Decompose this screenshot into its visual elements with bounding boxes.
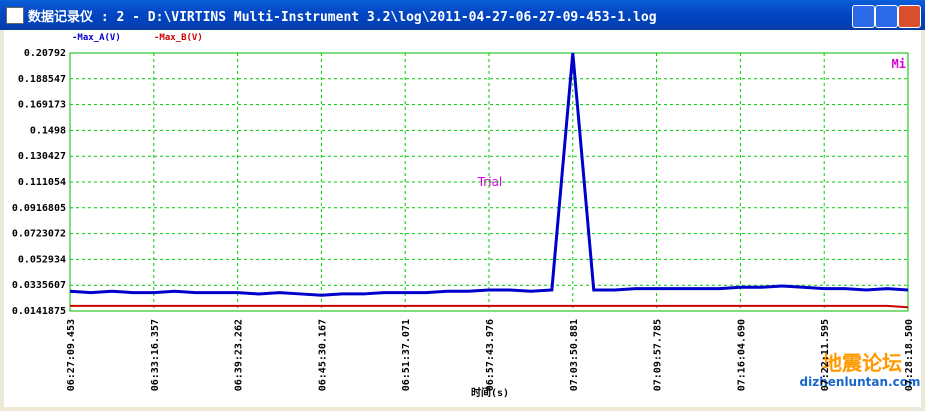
maximize-button[interactable] (875, 5, 898, 28)
y-tick-label: 0.0141875 (12, 306, 66, 317)
app-icon (6, 7, 24, 24)
y-tick-label: 0.0916805 (12, 203, 66, 214)
y-tick-label: 0.169173 (18, 100, 66, 111)
title-bar: 数据记录仪 : 2 - D:\VIRTINS Multi-Instrument … (0, 0, 925, 30)
watermark-url: dizhenluntan.com (800, 375, 921, 389)
x-tick-label: 06:39:23.262 (234, 319, 245, 391)
x-tick-label: 07:16:04.690 (736, 319, 747, 391)
x-tick-label: 06:51:37.071 (401, 319, 412, 391)
legend-entry: -Max_B(V) (154, 33, 203, 43)
y-tick-label: 0.188547 (18, 74, 66, 85)
annotation: Mi (892, 57, 906, 71)
y-tick-label: 0.130427 (18, 151, 66, 162)
x-tick-label: 07:22:11.595 (820, 319, 831, 391)
watermark: 地震论坛 (822, 351, 902, 375)
y-tick-label: 0.0723072 (12, 229, 66, 240)
x-axis-label: 时间(s) (471, 386, 509, 399)
x-tick-label: 06:33:16.357 (150, 319, 161, 391)
x-tick-label: 06:27:09.453 (66, 319, 77, 391)
x-tick-label: 07:28:18.500 (904, 319, 915, 391)
y-tick-label: 0.111054 (18, 177, 66, 188)
minimize-button[interactable] (852, 5, 875, 28)
series-line (70, 304, 909, 309)
window-title: 数据记录仪 : 2 - D:\VIRTINS Multi-Instrument … (28, 10, 657, 25)
y-tick-label: 0.1498 (30, 125, 66, 136)
close-button[interactable] (898, 5, 921, 28)
y-tick-label: 0.052934 (18, 254, 66, 265)
y-tick-label: 0.20792 (24, 48, 66, 59)
series-line (69, 52, 909, 297)
y-tick-label: 0.0335607 (12, 280, 66, 291)
x-tick-label: 06:45:30.167 (317, 319, 328, 391)
x-tick-label: 07:03:50.881 (569, 319, 580, 391)
legend-entry: -Max_A(V) (72, 33, 121, 43)
x-tick-label: 06:57:43.976 (485, 319, 496, 391)
x-tick-label: 07:09:57.785 (653, 319, 664, 391)
